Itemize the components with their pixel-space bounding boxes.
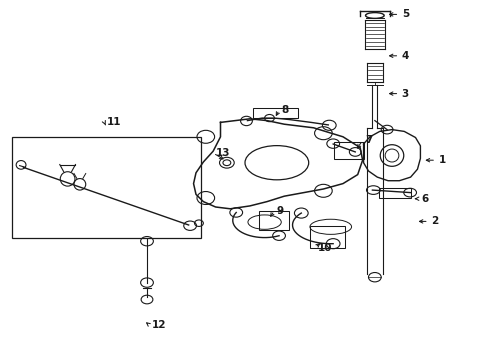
Text: 12: 12	[152, 320, 167, 330]
Text: 6: 6	[421, 194, 429, 204]
Text: 13: 13	[216, 148, 230, 158]
Text: 7: 7	[365, 135, 372, 145]
Text: 3: 3	[402, 89, 409, 99]
Bar	[379, 188, 411, 198]
Bar	[310, 226, 345, 248]
Bar	[259, 211, 289, 230]
Text: 9: 9	[277, 206, 284, 216]
Bar	[334, 142, 364, 159]
Text: 1: 1	[439, 155, 446, 165]
Bar	[253, 108, 298, 118]
Text: 10: 10	[318, 243, 332, 253]
Text: 2: 2	[431, 216, 439, 226]
Bar	[12, 137, 201, 238]
Text: 5: 5	[402, 9, 409, 19]
Text: 11: 11	[107, 117, 122, 127]
Text: 4: 4	[402, 51, 409, 61]
Text: 8: 8	[282, 105, 289, 115]
